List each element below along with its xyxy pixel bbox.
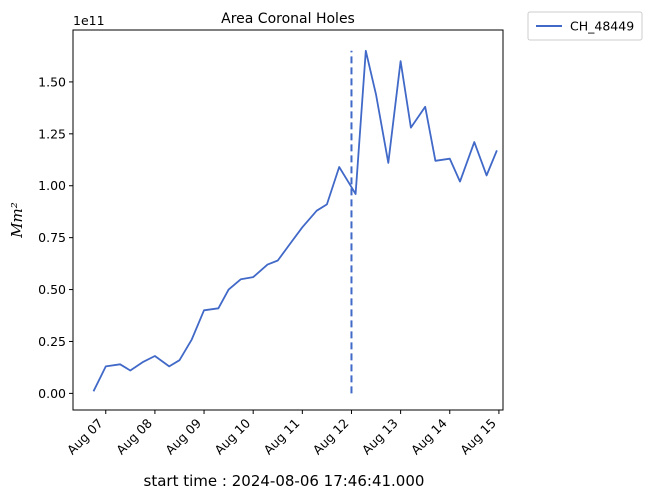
x-tick-label: Aug 15: [457, 416, 499, 458]
y-tick-label: 1.50: [38, 74, 66, 89]
y-tick-label: 1.00: [38, 178, 66, 193]
x-tick-label: Aug 13: [359, 416, 401, 458]
legend-box: [527, 11, 643, 41]
y-tick-label: 0.75: [38, 230, 66, 245]
plot-area: 0.00 0.25 0.50 0.75 1.00 1.25 1.50 Aug 07 Aug 08…: [38, 29, 504, 458]
legend-entry-label: CH_48449: [570, 19, 634, 34]
y-tick-label: 0.25: [38, 334, 66, 349]
y-tick-label: 0.50: [38, 282, 66, 297]
axes-frame: [72, 29, 504, 411]
series-line-0: [92, 49, 498, 392]
x-tick-label: Aug 11: [261, 416, 303, 458]
y-axis-label-group: Mm²: [8, 202, 26, 239]
x-tick-label: Aug 10: [211, 415, 253, 457]
x-tick-label: Aug 08: [113, 415, 155, 457]
y-axis-scale-label: 1e11: [73, 13, 105, 28]
chart-title: Area Coronal Holes: [221, 11, 355, 27]
x-tick-label: Aug 12: [310, 416, 352, 458]
x-tick-label: Aug 14: [408, 415, 450, 457]
x-tick-label: Aug 07: [64, 416, 106, 458]
legend[interactable]: CH_48449: [527, 11, 643, 41]
x-axis-label: start time : 2024-08-06 17:46:41.000: [144, 472, 425, 490]
y-tick-label: 1.25: [38, 126, 66, 141]
x-tick-label: Aug 09: [162, 415, 204, 457]
y-axis-label: Mm²: [8, 202, 26, 239]
y-tick-label: 0.00: [38, 386, 66, 401]
